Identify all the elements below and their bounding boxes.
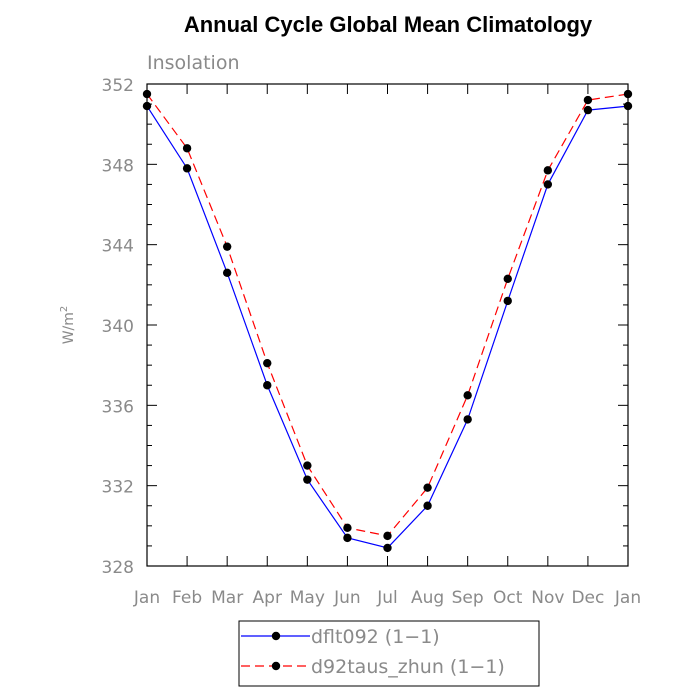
series-1-point	[303, 475, 312, 484]
x-tick-label: May	[290, 588, 325, 608]
series-1-point	[463, 415, 472, 424]
series-1-point	[383, 543, 392, 553]
chart-subtitle: Insolation	[147, 52, 240, 74]
x-tick-label: Jul	[376, 588, 398, 608]
series-1-point	[583, 105, 593, 115]
y-axis-label-text: W/m	[61, 312, 77, 344]
series-2-point	[623, 89, 633, 99]
series-1-point	[423, 501, 432, 510]
x-tick-label: Dec	[571, 588, 604, 608]
series-2-point	[423, 483, 432, 492]
y-tick-label: 336	[102, 397, 134, 417]
chart-title: Annual Cycle Global Mean Climatology	[184, 12, 593, 37]
series-2-point	[383, 531, 392, 541]
legend-box	[238, 620, 540, 687]
legend-marker-2	[271, 661, 281, 671]
x-tick-label: Oct	[493, 588, 523, 608]
x-tick-label: Jun	[333, 588, 361, 608]
x-tick-label: Feb	[172, 588, 202, 608]
legend: dflt092 (1−1) d92taus_zhun (1−1)	[238, 620, 540, 687]
series-line-1	[146, 105, 629, 549]
axis-ticks	[146, 83, 629, 567]
x-tick-label: Apr	[253, 588, 282, 608]
series-1-point	[503, 296, 512, 306]
series-1-point	[263, 381, 272, 390]
x-tick-label: Jan	[614, 588, 641, 608]
x-tick-label: Nov	[531, 588, 564, 608]
legend-marker-1	[271, 631, 281, 641]
x-tick-label: Mar	[211, 588, 243, 608]
x-tick-labels: Jan Feb Mar Apr May Jun Jul Aug Sep Oct Nov Dec Jan	[133, 588, 641, 608]
series-2-point	[503, 274, 512, 284]
y-tick-label: 352	[102, 76, 134, 96]
x-tick-label: Aug	[411, 588, 444, 608]
series-layer	[142, 89, 633, 553]
y-tick-label: 340	[102, 317, 134, 337]
series-1-point	[343, 533, 352, 543]
legend-label-2: d92taus_zhun (1−1)	[311, 656, 505, 678]
y-tick-labels: 328 332 336 340 344 348 352	[102, 76, 134, 578]
series-2-point	[343, 523, 352, 533]
series-line-2	[146, 93, 629, 537]
y-tick-label: 344	[102, 237, 134, 257]
series-1-point	[543, 180, 553, 189]
series-2-point	[182, 144, 192, 153]
series-2-point	[583, 95, 593, 105]
x-tick-label: Jan	[133, 588, 160, 608]
series-2-point	[463, 391, 472, 400]
series-1-point	[222, 268, 232, 277]
series-1-point	[623, 101, 633, 111]
legend-label-1: dflt092 (1−1)	[311, 626, 440, 648]
series-2-point	[222, 242, 232, 251]
y-tick-label: 328	[102, 558, 134, 578]
series-2-point	[303, 461, 312, 470]
series-2-point	[543, 166, 553, 175]
series-1-point	[142, 101, 152, 111]
y-tick-label: 348	[102, 156, 134, 176]
y-axis-label-superscript: 2	[59, 306, 70, 312]
series-2-point	[263, 358, 272, 368]
y-axis-label: W/m2	[59, 306, 77, 345]
series-1-point	[182, 164, 192, 173]
x-tick-label: Sep	[452, 588, 484, 608]
y-tick-label: 332	[102, 478, 134, 498]
series-2-point	[142, 89, 152, 99]
